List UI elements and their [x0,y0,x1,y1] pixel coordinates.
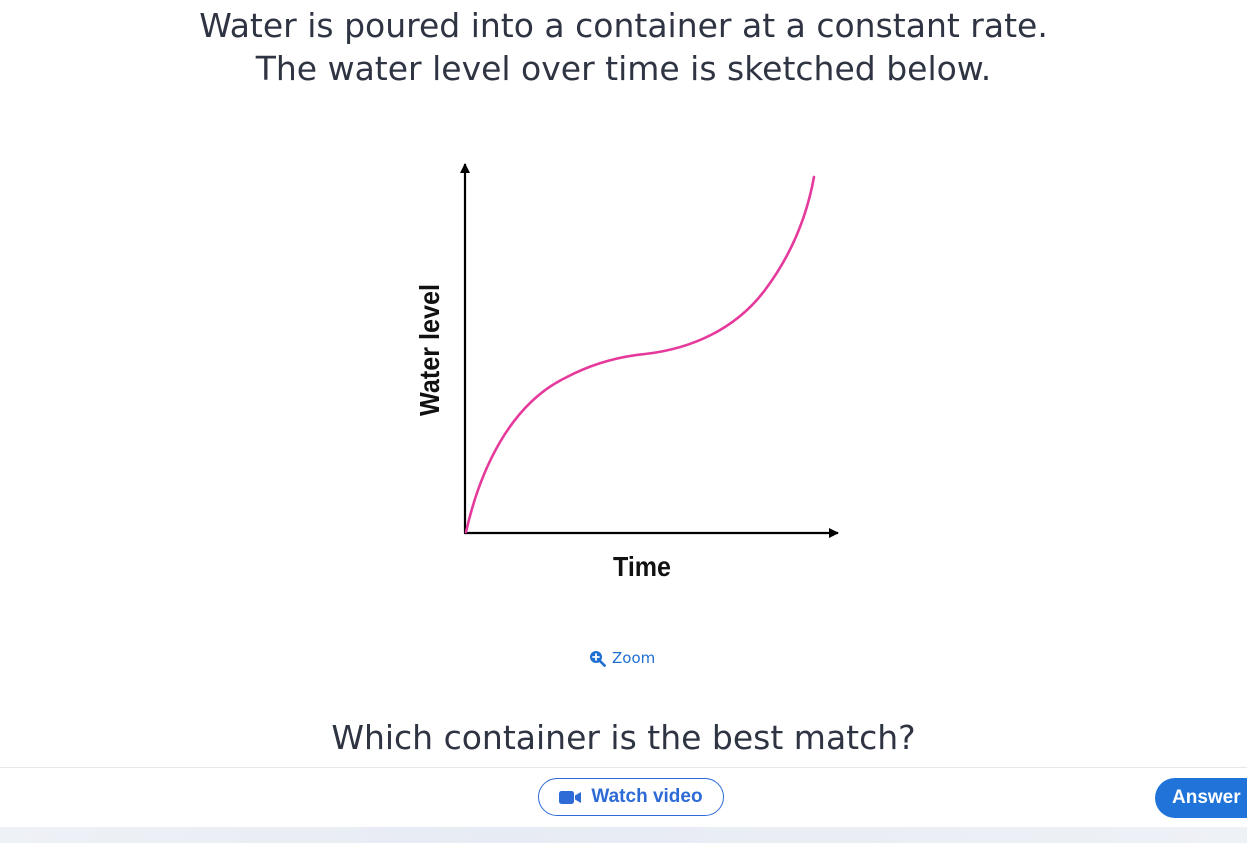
zoom-in-icon [589,650,606,667]
zoom-link[interactable]: Zoom [589,647,655,669]
video-camera-icon [559,790,583,805]
y-axis-label: Water level [414,284,445,416]
prompt-line-1: Water is poured into a container at a co… [199,6,1048,45]
question-prompt: Water is poured into a container at a co… [0,4,1247,90]
zoom-label: Zoom [612,649,656,667]
question-text: Which container is the best match? [331,718,916,757]
x-axis-label: Time [613,551,671,582]
water-level-graph: Time Water level [414,163,839,582]
answer-button[interactable]: Answer [1155,778,1247,818]
watch-video-label: Watch video [591,786,703,807]
water-level-curve [464,175,816,534]
watch-video-button[interactable]: Watch video [538,778,724,816]
prompt-line-2: The water level over time is sketched be… [255,49,992,88]
bottom-strip [0,827,1247,843]
answer-label: Answer [1172,787,1241,808]
